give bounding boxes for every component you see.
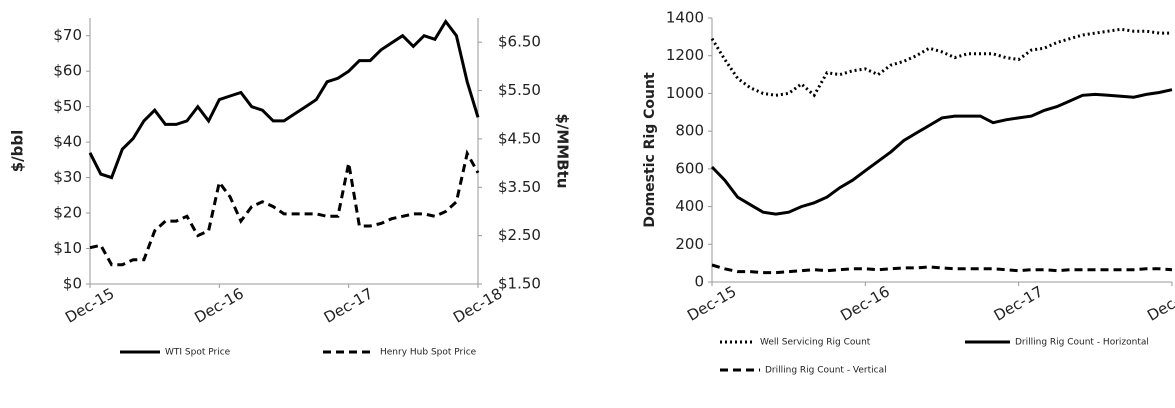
y2-tick-label: $6.50: [498, 33, 541, 51]
y2-tick-label: $2.50: [498, 226, 541, 244]
y-tick-label: $0: [63, 275, 82, 293]
y2-tick-label: $3.50: [498, 178, 541, 196]
y-tick-label: $70: [53, 26, 82, 44]
y-tick-label: $60: [53, 62, 82, 80]
y-tick-label: $40: [53, 133, 82, 151]
x-tick-label: Dec-15: [684, 282, 739, 324]
y2-axis-label: $/MMBtu: [554, 113, 572, 188]
y-tick-label: 400: [675, 197, 704, 215]
y-tick-label: 1400: [666, 9, 704, 27]
x-tick-label: Dec-16: [837, 282, 892, 324]
y2-tick-label: $5.50: [498, 81, 541, 99]
y-tick-label: 0: [694, 273, 704, 291]
y-tick-label: 600: [675, 159, 704, 177]
y-tick-label: 1000: [666, 84, 704, 102]
x-tick-label: Dec-17: [321, 284, 376, 326]
series-line: [89, 149, 480, 267]
x-tick-label: Dec-17: [991, 282, 1046, 324]
x-tick-label: Dec-16: [191, 284, 246, 326]
series-line: [710, 88, 1173, 216]
y2-tick-label: $4.50: [498, 129, 541, 147]
y-tick-label: $30: [53, 168, 82, 186]
y-tick-label: $10: [53, 239, 82, 257]
series-line: [711, 263, 1173, 275]
legend-label: Henry Hub Spot Price: [380, 348, 477, 358]
legend-label: Well Servicing Rig Count: [760, 338, 871, 348]
legend-label: WTI Spot Price: [165, 348, 231, 358]
y-tick-label: $20: [53, 204, 82, 222]
legend-label: Drilling Rig Count - Vertical: [765, 366, 887, 376]
y2-tick-label: $1.50: [498, 275, 541, 293]
y-tick-label: 1200: [666, 46, 704, 64]
x-tick-label: Dec-18: [450, 284, 505, 326]
y-axis-label: Domestic Rig Count: [642, 72, 658, 228]
series-line: [88, 18, 480, 180]
x-tick-label: Dec-18: [1144, 282, 1175, 324]
y-tick-label: $50: [53, 97, 82, 115]
legend-label: Drilling Rig Count - Horizontal: [1015, 338, 1149, 348]
series-line: [710, 27, 1172, 98]
y-tick-label: 200: [675, 235, 704, 253]
y-tick-label: 800: [675, 122, 704, 140]
y-axis-label: $/bbl: [9, 130, 27, 173]
